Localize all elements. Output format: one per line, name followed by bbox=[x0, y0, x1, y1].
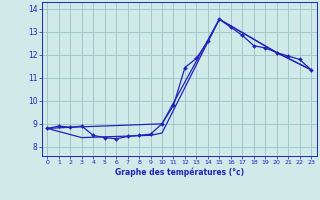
X-axis label: Graphe des températures (°c): Graphe des températures (°c) bbox=[115, 168, 244, 177]
